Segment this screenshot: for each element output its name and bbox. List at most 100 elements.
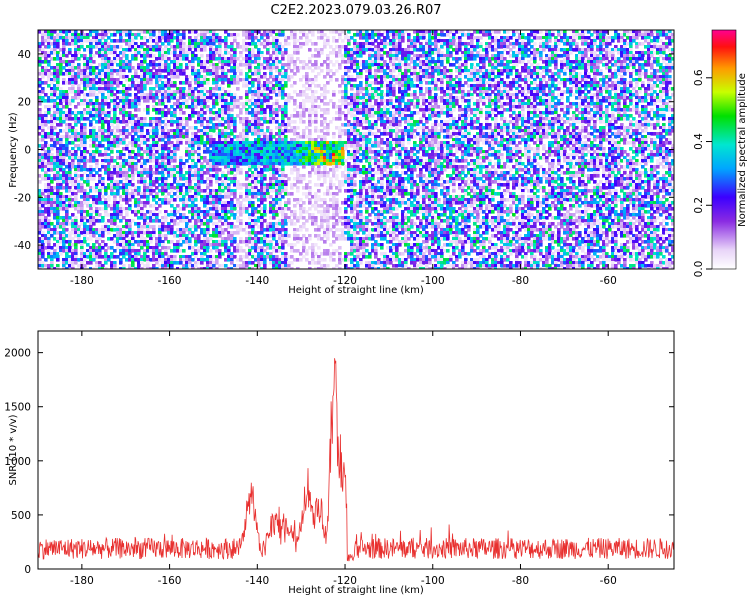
heatmap-cell <box>620 63 624 67</box>
heatmap-cell <box>485 54 489 58</box>
heatmap-cell <box>467 36 471 40</box>
heatmap-cell <box>419 63 423 67</box>
heatmap-cell <box>494 105 498 109</box>
heatmap-cell <box>626 108 630 112</box>
heatmap-cell <box>587 57 591 61</box>
heatmap-cell <box>497 30 501 34</box>
heatmap-cell <box>575 108 579 112</box>
heatmap-cell <box>257 54 261 58</box>
heatmap-cell <box>464 99 468 103</box>
heatmap-cell <box>215 48 219 52</box>
heatmap-cell <box>71 81 75 85</box>
heatmap-cell <box>71 39 75 43</box>
heatmap-cell <box>362 33 366 37</box>
heatmap-cell <box>491 36 495 40</box>
heatmap-cell <box>89 123 93 127</box>
heatmap-cell <box>404 114 408 118</box>
heatmap-cell <box>239 108 243 112</box>
heatmap-cell <box>545 39 549 43</box>
heatmap-cell <box>488 42 492 46</box>
heatmap-cell <box>578 66 582 70</box>
heatmap-cell <box>479 126 483 130</box>
heatmap-cell <box>299 93 303 97</box>
heatmap-cell <box>104 102 108 106</box>
heatmap-cell <box>440 78 444 82</box>
heatmap-cell <box>149 36 153 40</box>
heatmap-cell <box>533 81 537 85</box>
heatmap-cell <box>191 30 195 34</box>
heatmap-cell <box>80 126 84 130</box>
heatmap-cell <box>446 69 450 73</box>
heatmap-cell <box>188 42 192 46</box>
heatmap-cell <box>572 30 576 34</box>
heatmap-cell <box>209 45 213 49</box>
heatmap-cell <box>164 93 168 97</box>
heatmap-cell <box>431 78 435 82</box>
heatmap-cell <box>569 39 573 43</box>
heatmap-cell <box>383 114 387 118</box>
heatmap-cell <box>518 51 522 55</box>
heatmap-cell <box>641 30 645 34</box>
heatmap-cell <box>254 66 258 70</box>
heatmap-cell <box>512 54 516 58</box>
heatmap-cell <box>101 36 105 40</box>
heatmap-cell <box>569 90 573 94</box>
heatmap-cell <box>212 63 216 67</box>
heatmap-cell <box>383 78 387 82</box>
heatmap-cell <box>149 54 153 58</box>
heatmap-cell <box>110 129 114 133</box>
heatmap-cell <box>38 120 42 124</box>
heatmap-cell <box>56 39 60 43</box>
heatmap-cell <box>506 129 510 133</box>
heatmap-cell <box>428 75 432 79</box>
heatmap-cell <box>380 39 384 43</box>
heatmap-cell <box>368 81 372 85</box>
heatmap-cell <box>38 60 42 64</box>
heatmap-cell <box>491 54 495 58</box>
heatmap-cell <box>206 72 210 76</box>
heatmap-cell <box>512 78 516 82</box>
heatmap-cell <box>347 75 351 79</box>
heatmap-cell <box>308 30 312 34</box>
heatmap-cell <box>212 105 216 109</box>
heatmap-cell <box>527 120 531 124</box>
heatmap-cell <box>260 126 264 130</box>
heatmap-cell <box>293 48 297 52</box>
heatmap-cell <box>608 39 612 43</box>
heatmap-cell <box>641 81 645 85</box>
heatmap-cell <box>440 39 444 43</box>
heatmap-cell <box>533 129 537 133</box>
heatmap-cell <box>398 99 402 103</box>
heatmap-cell <box>467 129 471 133</box>
heatmap-cell <box>203 75 207 79</box>
heatmap-cell <box>428 117 432 121</box>
heatmap-cell <box>224 102 228 106</box>
heatmap-cell <box>305 81 309 85</box>
heatmap-cell <box>347 102 351 106</box>
heatmap-cell <box>56 132 60 136</box>
heatmap-cell <box>104 48 108 52</box>
heatmap-cell <box>263 66 267 70</box>
heatmap-cell <box>173 84 177 88</box>
heatmap-cell <box>428 48 432 52</box>
heatmap-cell <box>104 72 108 76</box>
heatmap-cell <box>77 120 81 124</box>
heatmap-cell <box>623 57 627 61</box>
heatmap-cell <box>248 60 252 64</box>
heatmap-cell <box>170 33 174 37</box>
heatmap-cell <box>587 42 591 46</box>
heatmap-cell <box>227 60 231 64</box>
heatmap-cell <box>71 111 75 115</box>
heatmap-cell <box>50 30 54 34</box>
heatmap-cell <box>185 51 189 55</box>
heatmap-cell <box>230 78 234 82</box>
heatmap-cell <box>581 117 585 121</box>
heatmap-cell <box>410 126 414 130</box>
heatmap-cell <box>443 99 447 103</box>
heatmap-cell <box>578 57 582 61</box>
heatmap-cell <box>425 45 429 49</box>
heatmap-cell <box>344 105 348 109</box>
heatmap-cell <box>233 48 237 52</box>
heatmap-cell <box>80 72 84 76</box>
heatmap-cell <box>215 126 219 130</box>
